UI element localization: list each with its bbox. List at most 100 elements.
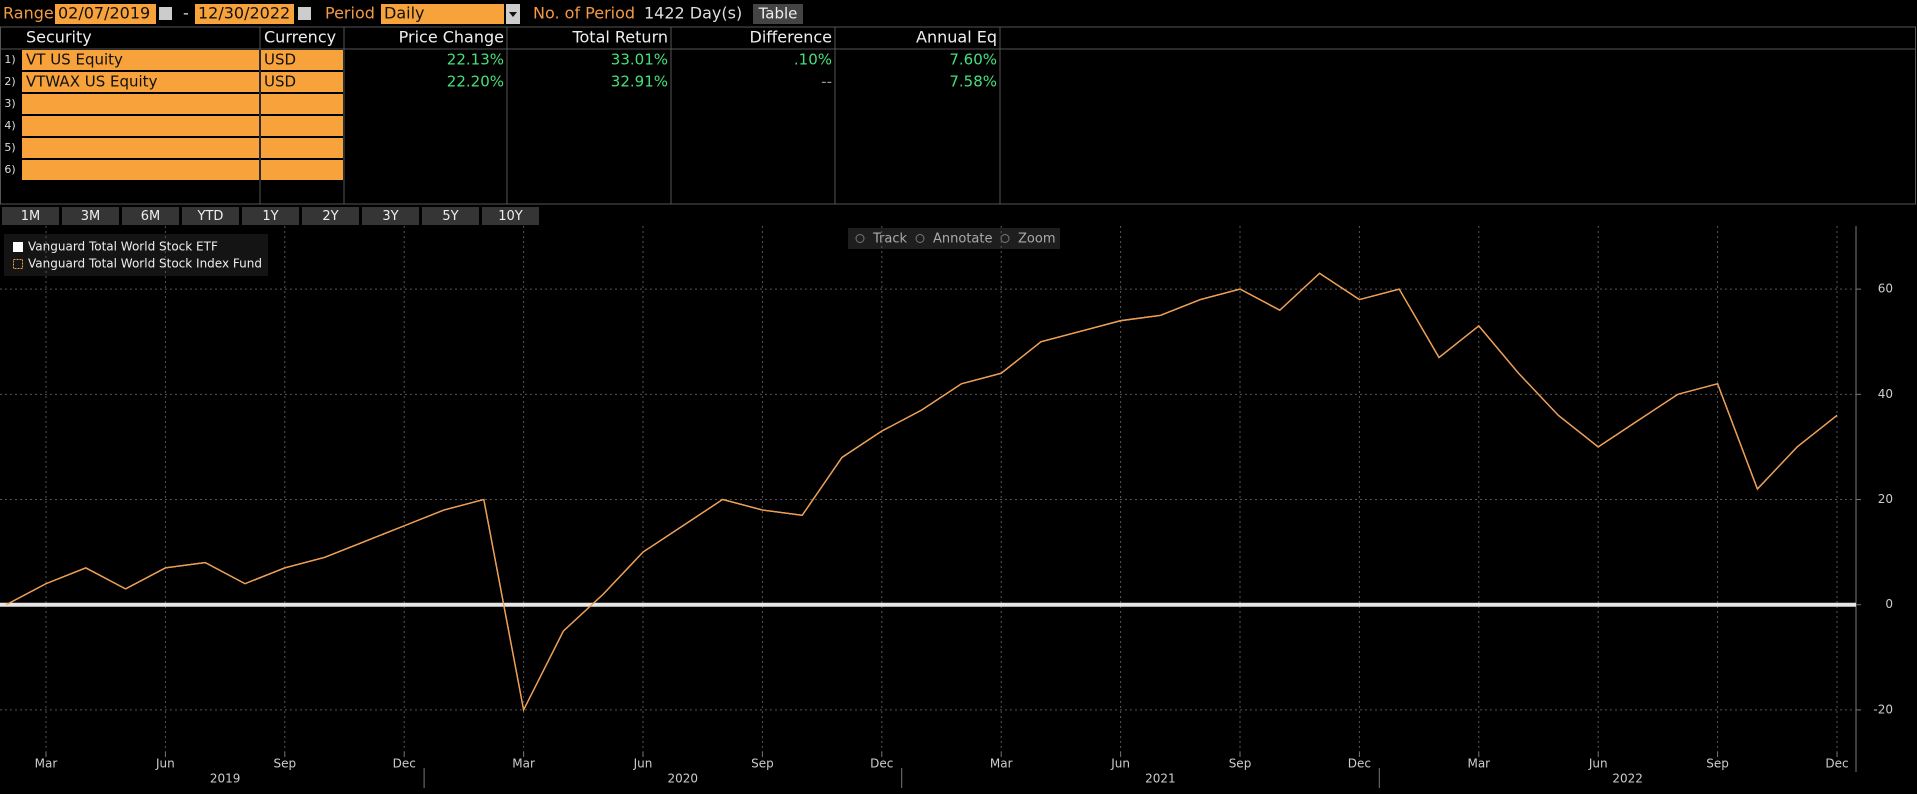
year-label: 2019: [210, 772, 241, 786]
currency-cell[interactable]: [261, 116, 343, 136]
count-label: No. of Period: [533, 4, 635, 23]
security-cell[interactable]: [22, 94, 259, 114]
range-label: Range: [3, 4, 54, 23]
range-button[interactable]: [302, 207, 359, 225]
x-tick-label: Jun: [155, 757, 175, 771]
row-number: 1): [4, 53, 15, 66]
range-button[interactable]: [362, 207, 419, 225]
column-header: Security: [26, 28, 92, 47]
range-button-label[interactable]: 1Y: [262, 209, 278, 224]
security-text: VT US Equity: [26, 51, 123, 69]
security-cell[interactable]: [22, 138, 259, 158]
period-dropdown[interactable]: [381, 4, 504, 24]
year-label: 2022: [1612, 772, 1643, 786]
arrow-icon: [509, 12, 517, 17]
range-button-label[interactable]: 3Y: [382, 209, 398, 224]
x-tick-label: Mar: [1467, 757, 1490, 771]
range-button[interactable]: [482, 207, 539, 225]
calendar-icon[interactable]: [159, 7, 172, 20]
range-button[interactable]: [242, 207, 299, 225]
x-tick-label: Dec: [870, 757, 893, 771]
row-number: 3): [4, 97, 15, 110]
legend-swatch: [13, 242, 23, 252]
tool-icon[interactable]: [1000, 234, 1010, 243]
end-date[interactable]: 12/30/2022: [198, 4, 290, 23]
legend-label: Vanguard Total World Stock Index Fund: [28, 257, 262, 271]
tool-icon[interactable]: [915, 234, 925, 243]
start-date[interactable]: 02/07/2019: [58, 4, 150, 23]
column-header: Price Change: [399, 28, 504, 47]
x-tick-label: Jun: [1110, 757, 1130, 771]
range-dash: -: [183, 4, 189, 23]
range-button-label[interactable]: YTD: [197, 209, 224, 224]
x-tick-label: Dec: [1825, 757, 1848, 771]
row-number: 5): [4, 141, 15, 154]
range-button[interactable]: [2, 207, 59, 225]
table-button-label[interactable]: Table: [758, 5, 798, 23]
row-number: 4): [4, 119, 15, 132]
value-cell: 32.91%: [611, 73, 668, 91]
currency-cell[interactable]: [261, 94, 343, 114]
legend-label: Vanguard Total World Stock ETF: [28, 240, 218, 254]
x-tick-label: Sep: [751, 757, 774, 771]
tool-label[interactable]: Annotate: [933, 232, 992, 247]
column-header: Total Return: [571, 28, 668, 47]
row-number: 6): [4, 163, 15, 176]
range-button-label[interactable]: 3M: [81, 209, 101, 224]
start-date-field[interactable]: [55, 4, 156, 24]
currency-cell[interactable]: [261, 160, 343, 180]
security-text: USD: [264, 73, 296, 91]
year-label: 2021: [1145, 772, 1176, 786]
x-tick-label: Sep: [273, 757, 296, 771]
x-tick-label: Sep: [1229, 757, 1252, 771]
range-button-label[interactable]: 1M: [21, 209, 41, 224]
period-value[interactable]: Daily: [384, 4, 424, 23]
tool-label[interactable]: Track: [872, 232, 907, 247]
currency-cell[interactable]: [261, 138, 343, 158]
security-cell[interactable]: [22, 160, 259, 180]
value-cell: 22.20%: [447, 73, 504, 91]
range-button-label[interactable]: 10Y: [498, 209, 523, 224]
security-cell[interactable]: [22, 50, 259, 70]
count-value: 1422 Day(s): [644, 4, 742, 23]
y-tick-label: 20: [1878, 492, 1893, 506]
security-cell[interactable]: [22, 116, 259, 136]
legend-box: [4, 234, 268, 276]
table-button[interactable]: [753, 4, 803, 24]
x-tick-label: Mar: [990, 757, 1013, 771]
column-header: Currency: [264, 28, 336, 47]
column-header: Annual Eq: [916, 28, 997, 47]
x-tick-label: Jun: [633, 757, 653, 771]
legend-swatch: [13, 259, 23, 269]
column-header: Difference: [750, 28, 832, 47]
range-button-label[interactable]: 6M: [141, 209, 161, 224]
series-line: [5, 272, 1838, 712]
year-label: 2020: [668, 772, 699, 786]
range-button[interactable]: [422, 207, 479, 225]
security-text: USD: [264, 51, 296, 69]
table-frame: [0, 26, 1916, 205]
range-button-label[interactable]: 2Y: [322, 209, 338, 224]
end-date-field[interactable]: [195, 4, 294, 24]
currency-cell[interactable]: [261, 72, 343, 92]
y-tick-label: -20: [1873, 702, 1893, 716]
value-cell: --: [821, 73, 832, 91]
range-button-label[interactable]: 5Y: [442, 209, 458, 224]
x-tick-label: Dec: [393, 757, 416, 771]
currency-cell[interactable]: [261, 50, 343, 70]
tool-icon[interactable]: [855, 234, 865, 243]
x-tick-label: Jun: [1588, 757, 1608, 771]
y-tick-label: 60: [1878, 282, 1893, 296]
y-tick-label: 40: [1878, 387, 1893, 401]
chart-toolbar: [848, 228, 1060, 249]
value-cell: 7.58%: [949, 73, 997, 91]
calendar-icon[interactable]: [298, 7, 311, 20]
y-tick-label: 0: [1885, 597, 1893, 611]
range-button[interactable]: [182, 207, 239, 225]
tool-label[interactable]: Zoom: [1018, 232, 1055, 247]
value-cell: .10%: [794, 51, 832, 69]
range-button[interactable]: [122, 207, 179, 225]
security-cell[interactable]: [22, 72, 259, 92]
range-button[interactable]: [62, 207, 119, 225]
